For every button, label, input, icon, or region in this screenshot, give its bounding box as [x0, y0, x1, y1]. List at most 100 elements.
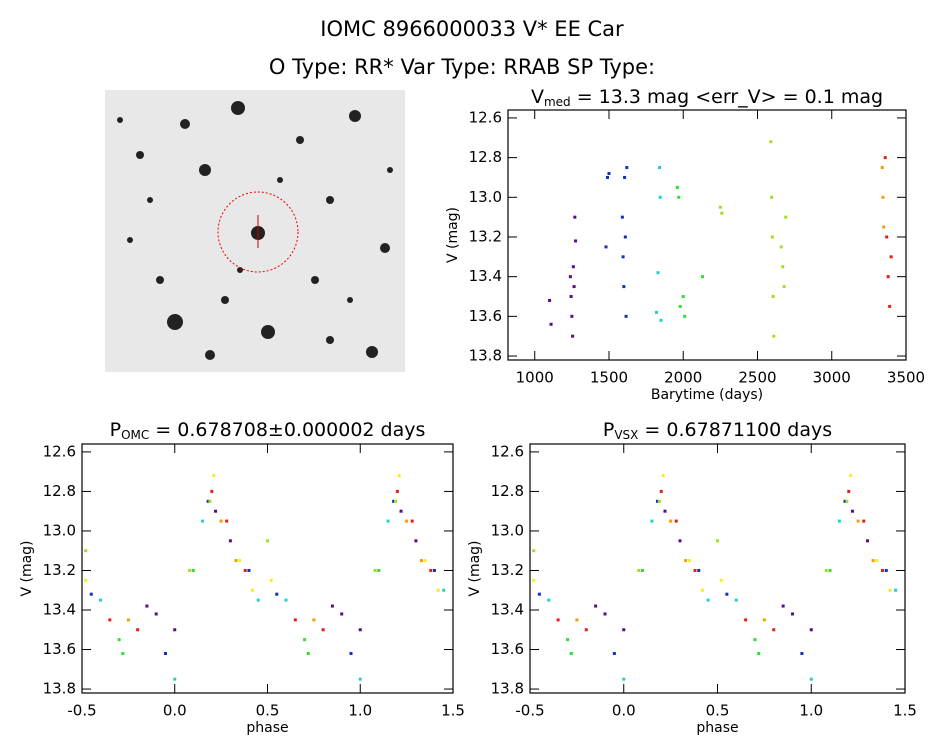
- data-point: [373, 568, 377, 572]
- data-point: [622, 285, 626, 289]
- data-point: [275, 592, 279, 596]
- data-point: [607, 171, 611, 175]
- x-tick-label: 1.0: [348, 702, 372, 720]
- x-axis-label: phase: [696, 720, 738, 736]
- chart: PVSX = 0.67871100 days -0.5 0.0 0.5 1.0 1.5 12…: [467, 419, 917, 737]
- data-point: [845, 499, 849, 503]
- data-point: [208, 499, 212, 503]
- chart: Vmed = 13.3 mag <err_V> = 0.1 mag 1000 150…: [445, 86, 925, 404]
- y-tick-label: 13.0: [491, 521, 524, 539]
- stars: [117, 101, 393, 360]
- data-point: [837, 519, 841, 523]
- data-point: [238, 559, 242, 563]
- data-point: [871, 559, 875, 563]
- data-point: [349, 651, 353, 655]
- x-axis-label: phase: [246, 720, 288, 736]
- data-point: [661, 474, 665, 478]
- data-point: [575, 618, 579, 622]
- data-point: [414, 539, 418, 543]
- y-tick-label: 13.6: [469, 307, 502, 325]
- data-point: [548, 298, 552, 302]
- data-point: [880, 166, 884, 170]
- data-point: [683, 314, 687, 318]
- data-point: [84, 578, 88, 582]
- data-point: [847, 489, 851, 493]
- data-point: [678, 304, 682, 308]
- data-point: [856, 519, 860, 523]
- data-point: [886, 275, 890, 279]
- data-point: [762, 618, 766, 622]
- data-point: [306, 651, 310, 655]
- data-point: [214, 509, 218, 513]
- data-point: [637, 568, 641, 572]
- title-main: V: [531, 86, 544, 108]
- data-point: [809, 628, 813, 632]
- data-point: [791, 612, 794, 616]
- title-sub: OMC: [121, 428, 149, 442]
- data-point: [173, 677, 177, 681]
- data-point: [330, 604, 334, 608]
- data-point: [883, 156, 887, 160]
- x-tick-label: 2500: [738, 369, 776, 387]
- data-point: [744, 618, 748, 622]
- y-tick-label: 12.6: [43, 442, 76, 460]
- y-tick-label: 12.8: [469, 148, 502, 166]
- y-axis-label: V (mag): [467, 540, 483, 596]
- y-tick-label: 13.2: [469, 227, 502, 245]
- data-point: [201, 519, 205, 523]
- y-tick-label: 13.8: [491, 680, 524, 698]
- data-point: [293, 618, 297, 622]
- y-tick-label: 13.8: [469, 347, 502, 365]
- data-point: [604, 245, 608, 249]
- data-point: [641, 568, 644, 572]
- data-point: [884, 568, 888, 572]
- data-point: [410, 519, 414, 523]
- plot-frame: [507, 109, 907, 361]
- data-point: [718, 205, 722, 209]
- data-point: [432, 568, 436, 572]
- data-point: [568, 275, 572, 279]
- x-tick-label: 0.5: [706, 702, 730, 720]
- data-point: [228, 539, 232, 543]
- y-tick-label: 12.6: [491, 442, 524, 460]
- target-circle: [217, 191, 299, 273]
- data-point: [669, 519, 673, 523]
- data-point: [881, 195, 885, 199]
- data-point: [284, 598, 288, 602]
- data-point: [687, 559, 691, 563]
- title-main: P: [110, 419, 121, 441]
- data-point: [650, 519, 654, 523]
- x-tick-label: -0.5: [67, 702, 96, 720]
- data-point: [210, 489, 214, 493]
- data-point: [386, 519, 390, 523]
- data-point: [136, 628, 140, 632]
- data-point: [603, 612, 607, 616]
- y-axis-label: V (mag): [445, 207, 461, 263]
- data-point: [108, 618, 112, 622]
- data-point: [851, 509, 854, 513]
- y-tick-label: 13.2: [43, 561, 76, 579]
- data-point: [532, 549, 536, 553]
- x-tick-label: 0.5: [256, 702, 280, 720]
- x-axis-label: Barytime (days): [651, 387, 763, 403]
- data-point: [753, 638, 757, 642]
- data-point: [659, 489, 663, 493]
- data-point: [697, 568, 701, 572]
- title-rest: = 13.3 mag <err_V> = 0.1 mag: [571, 86, 883, 108]
- x-tick-label: 1500: [590, 369, 628, 387]
- data-point: [656, 499, 659, 503]
- data-point: [532, 578, 536, 582]
- data-point: [377, 568, 381, 572]
- data-point: [537, 592, 541, 596]
- x-tick-label: 2000: [664, 369, 702, 387]
- y-tick-label: 13.0: [43, 521, 76, 539]
- chart-title: POMC = 0.678708±0.000002 days: [110, 419, 426, 442]
- data-point: [828, 568, 832, 572]
- data-point: [163, 651, 167, 655]
- data-point: [117, 638, 121, 642]
- data-point: [212, 474, 216, 478]
- data-point: [657, 166, 661, 170]
- data-point: [657, 499, 661, 503]
- y-tick-label: 12.6: [469, 108, 502, 126]
